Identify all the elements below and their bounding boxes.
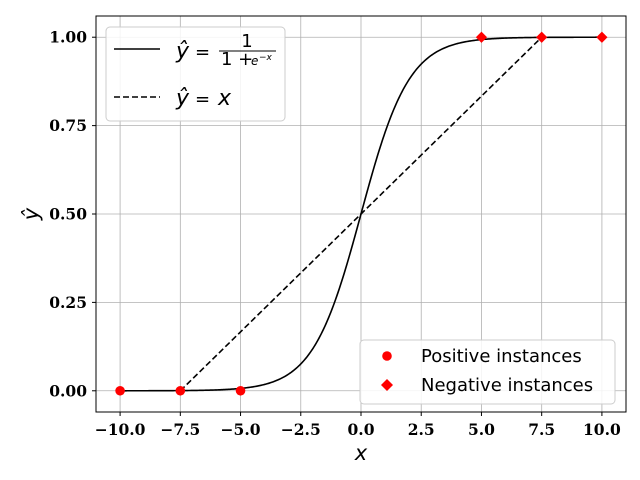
x-tick-label: −7.5 [160, 420, 200, 439]
legend-negative-marker [381, 379, 393, 391]
legend-sigmoid-label: ŷ = 1 1 + e −x [175, 31, 276, 70]
x-tick-label: 2.5 [408, 420, 435, 439]
y-axis-label: ŷ [19, 207, 43, 221]
y-tick-label: 0.75 [49, 116, 87, 135]
negative-instance-point [596, 31, 608, 43]
axis-ticks: −10.0 −7.5 −5.0 −2.5 0.0 2.5 5.0 7.5 10.0 0.00 0.2… [49, 28, 621, 439]
y-tick-label: 0.25 [49, 293, 87, 312]
legend-sigmoid-den-exp: −x [259, 53, 273, 63]
legend-functions: ŷ = 1 1 + e −x ŷ = x [105, 26, 286, 122]
legend-linear-lhs: ŷ [175, 86, 190, 111]
legend-negative-label: Negative instances [421, 375, 593, 396]
x-tick-label: 0.0 [348, 420, 375, 439]
x-tick-label: −2.5 [281, 420, 321, 439]
scatter-points [115, 31, 608, 396]
x-tick-label: 5.0 [468, 420, 495, 439]
positive-instance-point [115, 385, 125, 396]
x-axis-label: x [354, 441, 368, 465]
y-tick-label: 1.00 [49, 28, 87, 47]
positive-instance-point [175, 385, 186, 396]
x-tick-label: −10.0 [95, 420, 146, 439]
linear-dashed-line [179, 36, 543, 392]
legend-instances: Positive instances Negative instances [359, 339, 616, 405]
x-tick-label: 10.0 [583, 420, 621, 439]
y-tick-label: 0.00 [49, 381, 87, 400]
legend-sigmoid-eq: = [195, 42, 210, 63]
legend-linear-rhs: x [217, 86, 232, 111]
negative-instance-point [536, 31, 548, 43]
legend-sigmoid-numerator: 1 [241, 31, 252, 52]
x-tick-label: −5.0 [221, 420, 261, 439]
legend-positive-marker [382, 351, 392, 361]
positive-instance-point [235, 385, 246, 396]
legend-positive-label: Positive instances [421, 346, 582, 367]
legend-sigmoid-den-base: e [251, 54, 258, 68]
legend-sigmoid-lhs: ŷ [175, 39, 190, 64]
legend-linear-label: ŷ = x [175, 86, 232, 111]
legend-linear-eq: = [195, 89, 210, 110]
legend-instances-frame [359, 339, 616, 405]
x-tick-label: 7.5 [528, 420, 555, 439]
legend-sigmoid-den-prefix: 1 + [221, 49, 259, 70]
y-tick-label: 0.50 [49, 205, 87, 224]
negative-instance-point [475, 31, 488, 43]
